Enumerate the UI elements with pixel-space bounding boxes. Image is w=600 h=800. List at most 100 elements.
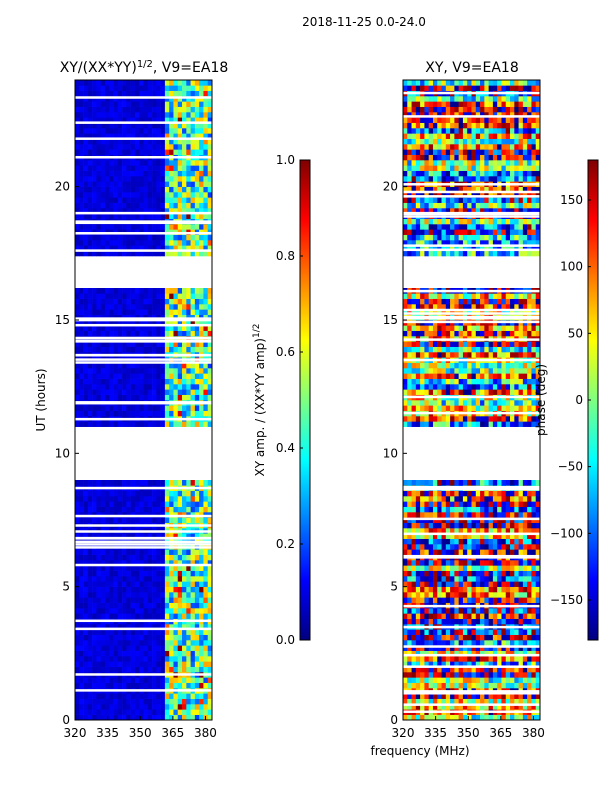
heatmap-cell	[432, 400, 438, 406]
heatmap-cell	[169, 634, 174, 641]
heatmap-cell	[75, 304, 80, 310]
heatmap-cell	[458, 592, 464, 598]
heatmap-cell	[424, 714, 429, 720]
heatmap-cell	[130, 106, 136, 113]
heatmap-cell	[164, 85, 170, 91]
heatmap-cell	[130, 421, 136, 427]
heatmap-cell	[147, 389, 153, 395]
heatmap-cell	[177, 85, 183, 91]
heatmap-cell	[126, 501, 131, 507]
heatmap-cell	[109, 698, 114, 705]
heatmap-cell	[501, 512, 507, 518]
heatmap-cell	[164, 576, 170, 582]
heatmap-cell	[190, 213, 196, 219]
heatmap-cell	[164, 181, 170, 187]
heatmap-cell	[173, 480, 179, 486]
heatmap-cell	[497, 480, 502, 486]
heatmap-cell	[182, 645, 187, 651]
heatmap-cell	[458, 661, 464, 667]
heatmap-cell	[505, 677, 511, 683]
heatmap-cell	[432, 581, 438, 587]
heatmap-cell	[420, 634, 425, 641]
heatmap-cell	[424, 618, 429, 625]
heatmap-cell	[497, 645, 502, 651]
flag-line	[75, 220, 212, 223]
heatmap-cell	[122, 234, 127, 241]
heatmap-cell	[454, 416, 459, 422]
heatmap-cell	[467, 490, 472, 497]
heatmap-cell	[462, 629, 468, 635]
heatmap-cell	[522, 517, 528, 523]
heatmap-cell	[194, 661, 200, 667]
heatmap-cell	[156, 698, 161, 705]
heatmap-cell	[488, 533, 494, 539]
heatmap-cell	[403, 405, 408, 411]
heatmap-cell	[143, 640, 149, 646]
heatmap-cell	[92, 85, 97, 91]
heatmap-cell	[147, 517, 153, 523]
heatmap-cell	[199, 496, 204, 502]
heatmap-cell	[194, 298, 200, 305]
heatmap-cell	[403, 656, 408, 662]
heatmap-cell	[432, 640, 438, 646]
heatmap-cell	[535, 544, 540, 550]
heatmap-cell	[441, 570, 447, 577]
heatmap-cell	[501, 517, 507, 523]
heatmap-cell	[182, 192, 187, 198]
heatmap-cell	[522, 565, 528, 571]
heatmap-cell	[207, 704, 212, 710]
heatmap-cell	[177, 304, 183, 310]
heatmap-cell	[75, 480, 80, 486]
heatmap-cell	[518, 533, 524, 539]
heatmap-cell	[480, 666, 485, 673]
heatmap-cell	[139, 346, 144, 353]
heatmap-cell	[527, 629, 532, 635]
heatmap-cell	[182, 597, 187, 603]
heatmap-cell	[471, 565, 477, 571]
heatmap-cell	[445, 496, 451, 502]
heatmap-cell	[407, 640, 412, 646]
heatmap-cell	[117, 624, 123, 630]
heatmap-cell	[134, 240, 140, 246]
heatmap-cell	[126, 85, 131, 91]
heatmap-cell	[514, 672, 519, 678]
heatmap-cell	[462, 400, 468, 406]
heatmap-cell	[535, 698, 540, 705]
heatmap-cell	[79, 346, 84, 353]
heatmap-cell	[182, 640, 187, 646]
heatmap-cell	[134, 298, 140, 305]
heatmap-cell	[501, 634, 507, 641]
heatmap-cell	[130, 202, 136, 209]
heatmap-cell	[203, 490, 209, 497]
heatmap-cell	[424, 496, 429, 502]
heatmap-cell	[164, 341, 170, 347]
heatmap-cell	[182, 245, 187, 251]
heatmap-cell	[186, 405, 191, 411]
heatmap-cell	[122, 714, 127, 720]
heatmap-cell	[156, 565, 161, 571]
heatmap-cell	[177, 208, 183, 214]
heatmap-cell	[152, 101, 157, 107]
heatmap-cell	[182, 608, 187, 614]
heatmap-cell	[143, 165, 149, 171]
heatmap-cell	[522, 480, 528, 486]
heatmap-cell	[87, 330, 93, 337]
heatmap-cell	[177, 634, 183, 641]
heatmap-cell	[83, 186, 89, 193]
heatmap-cell	[190, 501, 196, 507]
heatmap-cell	[100, 101, 106, 107]
heatmap-cell	[527, 512, 532, 518]
heatmap-cell	[130, 96, 136, 102]
heatmap-cell	[79, 682, 84, 689]
heatmap-cell	[96, 560, 101, 566]
heatmap-cell	[117, 517, 123, 523]
heatmap-cell	[147, 101, 153, 107]
heatmap-cell	[130, 698, 136, 705]
heatmap-cell	[194, 608, 200, 614]
heatmap-cell	[510, 565, 515, 571]
heatmap-cell	[407, 496, 412, 502]
heatmap-cell	[471, 416, 477, 422]
heatmap-cell	[156, 170, 161, 177]
heatmap-cell	[117, 704, 123, 710]
heatmap-cell	[510, 672, 515, 678]
